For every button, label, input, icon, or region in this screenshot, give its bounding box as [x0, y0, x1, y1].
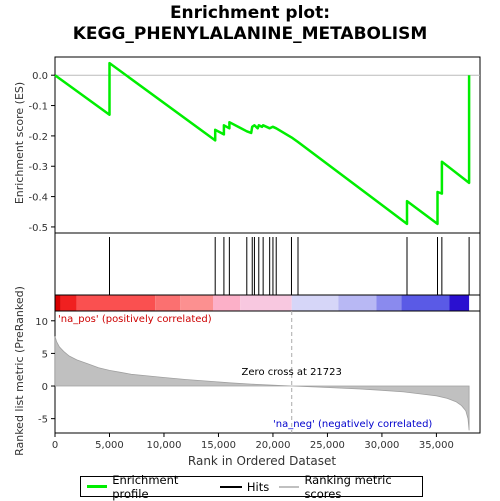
color-bar-segment [76, 295, 156, 311]
metric-y-tick-label: 5 [42, 349, 48, 360]
es-y-tick-label: -0.3 [28, 162, 48, 173]
legend-ranking-metric: Ranking metric scores [279, 473, 422, 501]
color-bar-segment [291, 295, 339, 311]
zero-cross-label: Zero cross at 21723 [242, 367, 342, 378]
legend-hits: Hits [219, 479, 270, 494]
x-tick-label: 15,000 [201, 440, 236, 451]
color-bar-segment [401, 295, 450, 311]
ranking-metric-area [54, 336, 470, 431]
color-bar-segment [449, 295, 470, 311]
color-bar-segment [338, 295, 377, 311]
color-bar-segment [180, 295, 214, 311]
x-tick-label: 20,000 [255, 440, 290, 451]
legend-enrichment-profile: Enrichment profile [87, 473, 210, 501]
metric-panel: 10 5 0 -5 Zero cross at 21723 'na_pos' (posit… [35, 310, 481, 434]
legend-ranking-metric-label: Ranking metric scores [304, 472, 392, 501]
metric-y-tick-label: 10 [35, 317, 48, 328]
positive-correlation-label: 'na_pos' (positively correlated) [58, 314, 212, 325]
x-axis-label: Rank in Ordered Dataset [188, 454, 336, 468]
legend-black-line-icon [219, 485, 242, 488]
color-bar-segment [240, 295, 292, 311]
es-y-tick-label: -0.4 [28, 193, 48, 204]
x-tick-label: 10,000 [146, 440, 181, 451]
hits-frame [54, 232, 481, 296]
legend-enrichment-profile-label: Enrichment profile [112, 472, 179, 501]
legend-green-line-icon [87, 485, 108, 488]
x-tick-label: 25,000 [310, 440, 345, 451]
metric-y-tick-label: 0 [42, 382, 48, 393]
es-y-tick-label: -0.2 [28, 132, 48, 143]
es-y-tick-label: 0.0 [32, 71, 48, 82]
color-bar-segment [213, 295, 241, 311]
color-bar-segment [55, 295, 61, 311]
es-y-tick-label: -0.5 [28, 223, 48, 234]
x-tick-label: 5,000 [95, 440, 124, 451]
es-panel: 0.0 -0.1 -0.2 -0.3 -0.4 -0.5 [28, 56, 481, 234]
legend: Enrichment profile Hits Ranking metric s… [80, 473, 423, 501]
chart-title-line2: KEGG_PHENYLALANINE_METABOLISM [72, 24, 428, 44]
x-tick-label: 0 [52, 440, 58, 451]
es-y-tick-label: -0.1 [28, 102, 48, 113]
chart-title-line1: Enrichment plot: [169, 3, 331, 23]
enrichment-profile-line [54, 61, 471, 226]
color-bar-segment [155, 295, 181, 311]
legend-gray-line-icon [279, 485, 300, 488]
color-bar-segment [60, 295, 77, 311]
color-bar-panel [54, 294, 481, 312]
legend-hits-label: Hits [246, 479, 270, 494]
metric-y-axis-label: Ranked list metric (PreRanked) [13, 286, 26, 456]
x-tick-label: 35,000 [419, 440, 454, 451]
es-y-axis-label: Enrichment score (ES) [13, 82, 26, 204]
metric-y-tick-label: -5 [38, 415, 48, 426]
x-tick-label: 30,000 [364, 440, 399, 451]
x-axis: 0 5,000 10,000 15,000 20,000 25,000 30,000 35,0… [52, 433, 454, 451]
hits-panel [54, 232, 481, 296]
negative-correlation-label: 'na_neg' (negatively correlated) [273, 419, 432, 430]
metric-plot-frame [54, 310, 481, 434]
color-bar-segment [376, 295, 402, 311]
